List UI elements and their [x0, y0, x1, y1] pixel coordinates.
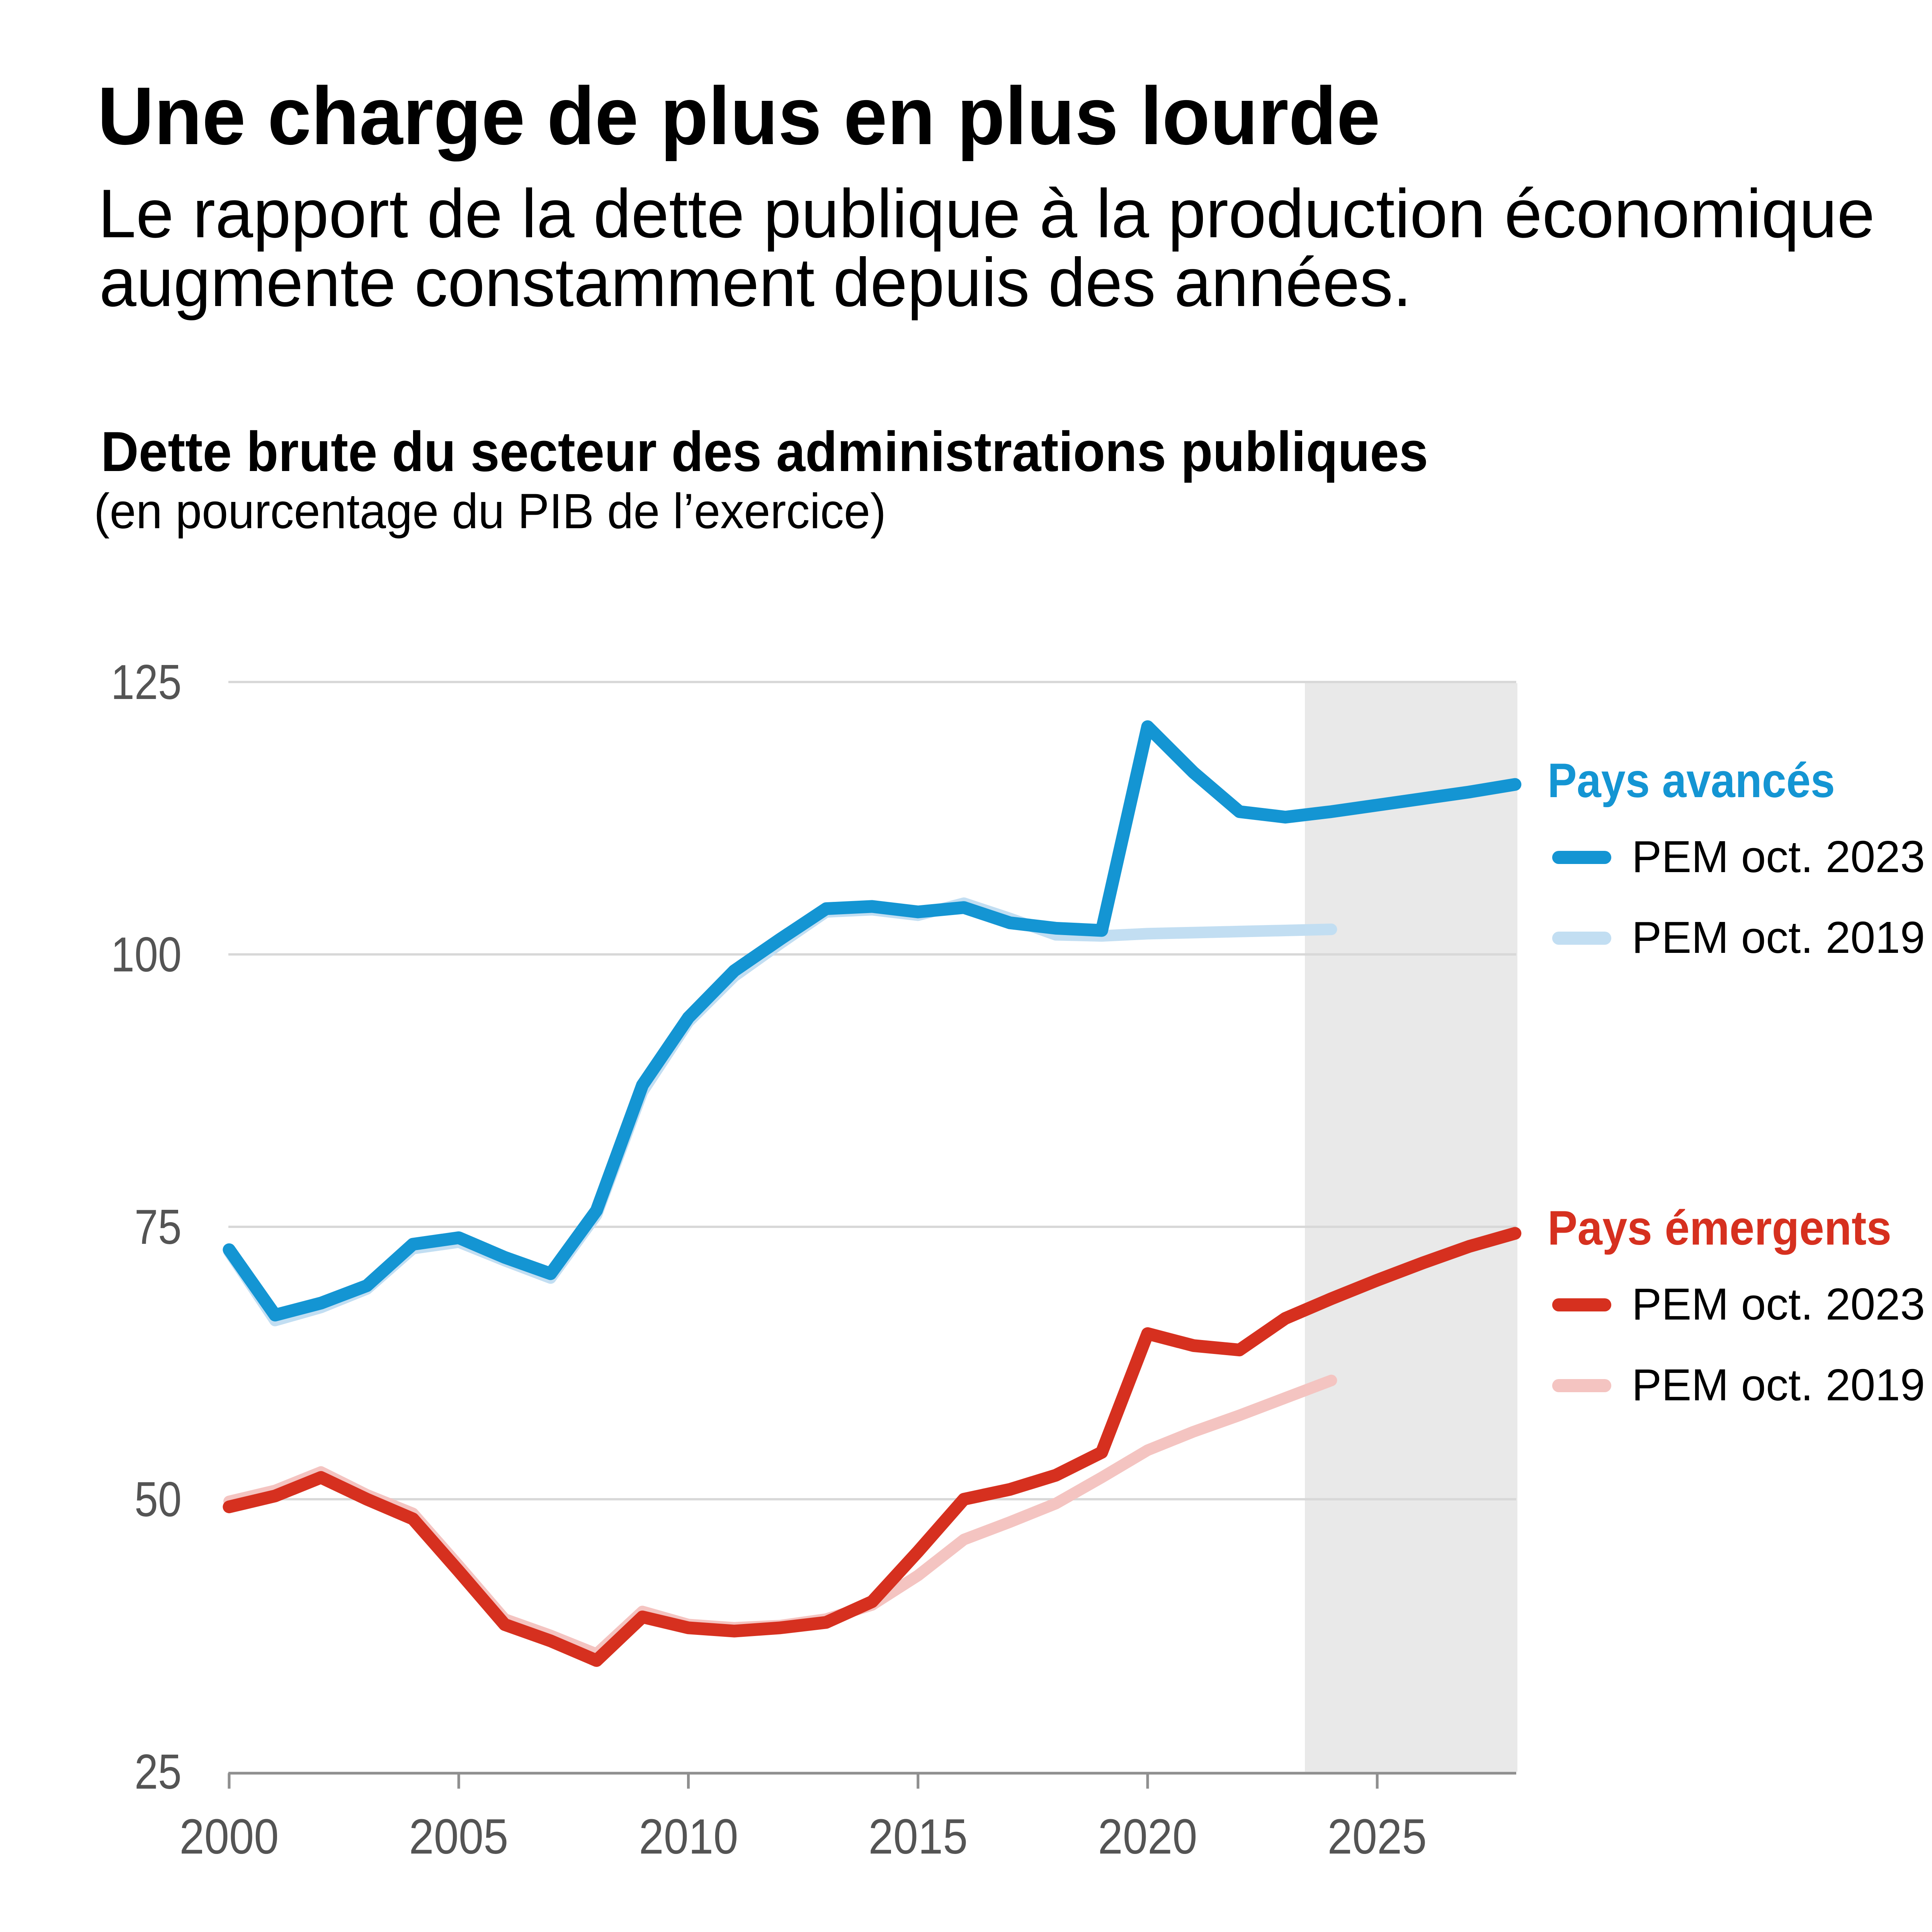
- svg-text:Une charge de plus en plus lou: Une charge de plus en plus lourde: [97, 70, 1380, 162]
- svg-text:2005: 2005: [409, 1809, 509, 1864]
- svg-text:Pays émergents: Pays émergents: [1548, 1201, 1891, 1255]
- svg-text:25: 25: [134, 1744, 182, 1799]
- svg-text:Le rapport de la dette publiqu: Le rapport de la dette publique à la pro…: [98, 175, 1875, 252]
- svg-text:75: 75: [134, 1199, 182, 1254]
- svg-text:2000: 2000: [180, 1809, 279, 1864]
- svg-text:2015: 2015: [869, 1809, 968, 1864]
- svg-text:50: 50: [134, 1472, 182, 1527]
- svg-text:2010: 2010: [639, 1809, 738, 1864]
- svg-text:125: 125: [111, 655, 182, 709]
- svg-text:PEM oct. 2023: PEM oct. 2023: [1632, 832, 1925, 882]
- svg-text:2020: 2020: [1098, 1809, 1197, 1864]
- svg-text:PEM oct. 2019: PEM oct. 2019: [1632, 1360, 1925, 1410]
- svg-text:(en pourcentage du PIB de l’ex: (en pourcentage du PIB de l’exercice): [94, 484, 886, 539]
- svg-text:Dette brute du secteur des adm: Dette brute du secteur des administratio…: [101, 420, 1428, 483]
- svg-text:PEM oct. 2023: PEM oct. 2023: [1632, 1279, 1925, 1329]
- svg-text:augmente constamment depuis de: augmente constamment depuis des années.: [99, 244, 1412, 321]
- svg-text:Pays avancés: Pays avancés: [1548, 754, 1835, 808]
- svg-text:100: 100: [111, 927, 182, 982]
- svg-text:2025: 2025: [1328, 1809, 1427, 1864]
- svg-text:PEM oct. 2019: PEM oct. 2019: [1632, 912, 1925, 963]
